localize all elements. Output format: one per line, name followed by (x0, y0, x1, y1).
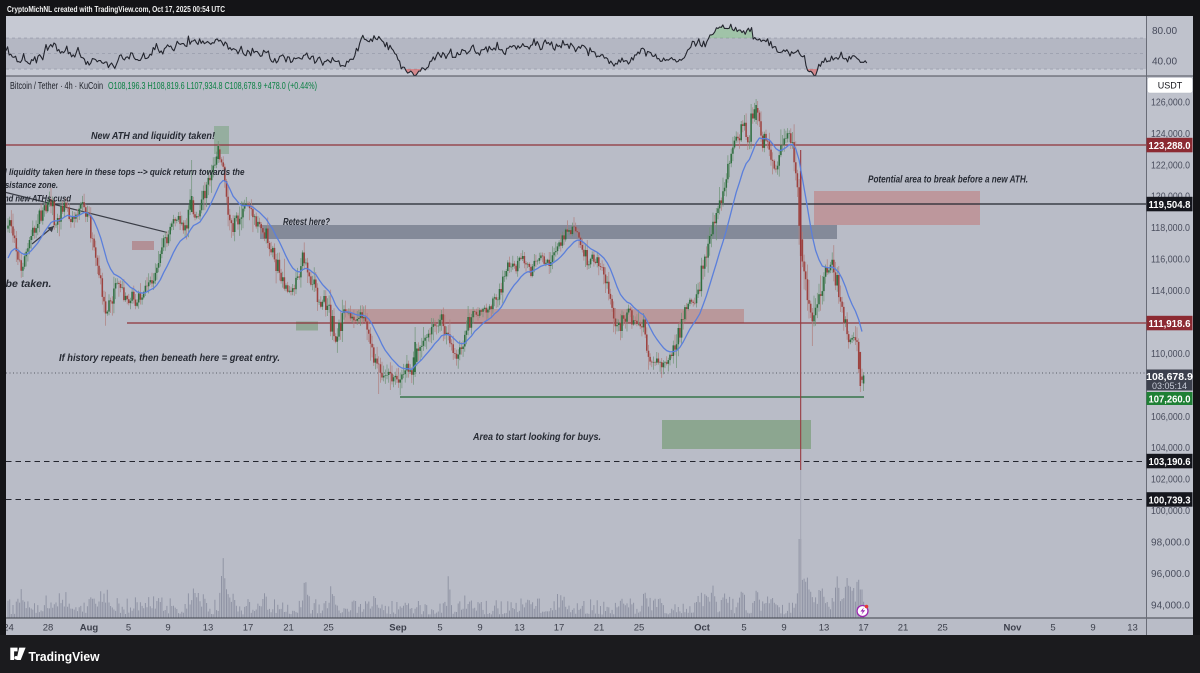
svg-text:102,000.0: 102,000.0 (1151, 475, 1190, 486)
svg-text:13: 13 (1127, 623, 1138, 634)
svg-text:80.00: 80.00 (1152, 26, 1177, 37)
svg-text:104,000.0: 104,000.0 (1151, 443, 1190, 454)
svg-text:Sep: Sep (389, 623, 407, 634)
svg-text:O108,196.3 H108,819.6 L107,9: O108,196.3 H108,819.6 L107,934.8 C108,67… (108, 81, 317, 92)
svg-text:28: 28 (43, 623, 54, 634)
svg-text:17: 17 (554, 623, 565, 634)
svg-text:13: 13 (514, 623, 525, 634)
svg-text:13: 13 (819, 623, 830, 634)
svg-text:9: 9 (477, 623, 482, 634)
svg-text:5: 5 (741, 623, 746, 634)
svg-text:5: 5 (1050, 623, 1055, 634)
svg-text:sistance zone.: sistance zone. (5, 180, 58, 191)
svg-text:111,918.6: 111,918.6 (1149, 318, 1191, 330)
svg-text:25: 25 (634, 623, 645, 634)
svg-text:21: 21 (594, 623, 605, 634)
svg-text:New ATH and liquidity taken!: New ATH and liquidity taken! (91, 131, 216, 142)
svg-text:106,000.0: 106,000.0 (1151, 412, 1190, 423)
svg-text:CryptoMichNL created with Trad: CryptoMichNL created with TradingView.co… (7, 5, 225, 14)
svg-text:118,000.0: 118,000.0 (1151, 223, 1190, 234)
svg-text:Aug: Aug (80, 623, 99, 634)
svg-text:9: 9 (165, 623, 170, 634)
svg-text:124,000.0: 124,000.0 (1151, 129, 1190, 140)
svg-text:21: 21 (898, 623, 909, 634)
svg-text:Bitcoin / Tether · 4h · KuCoin: Bitcoin / Tether · 4h · KuCoin (10, 81, 103, 92)
svg-text:nd new ATHs.cusd: nd new ATHs.cusd (4, 194, 71, 205)
svg-text:17: 17 (243, 623, 254, 634)
svg-text:94,000.0: 94,000.0 (1151, 600, 1190, 611)
svg-text:be taken.: be taken. (6, 279, 52, 290)
svg-text:03:05:14: 03:05:14 (1152, 381, 1187, 391)
svg-text:110,000.0: 110,000.0 (1151, 349, 1190, 360)
svg-text:Potential area to break before: Potential area to break before a new ATH… (868, 175, 1028, 186)
svg-text:114,000.0: 114,000.0 (1151, 286, 1190, 297)
svg-text:122,000.0: 122,000.0 (1151, 160, 1190, 171)
svg-text:21: 21 (283, 623, 294, 634)
svg-text:116,000.0: 116,000.0 (1151, 255, 1190, 266)
svg-text:100,000.0: 100,000.0 (1151, 506, 1190, 517)
svg-text:5: 5 (437, 623, 442, 634)
svg-text:Nov: Nov (1004, 623, 1023, 634)
svg-text:100,739.3: 100,739.3 (1149, 494, 1191, 506)
svg-text:17: 17 (858, 623, 869, 634)
svg-text:126,000.0: 126,000.0 (1151, 97, 1190, 108)
svg-text:123,288.0: 123,288.0 (1149, 140, 1191, 152)
svg-text:107,260.0: 107,260.0 (1149, 393, 1191, 405)
svg-text:103,190.6: 103,190.6 (1149, 456, 1191, 468)
svg-text:98,000.0: 98,000.0 (1151, 538, 1190, 549)
svg-text:13: 13 (203, 623, 214, 634)
svg-text:5: 5 (126, 623, 131, 634)
svg-text:108,678.9: 108,678.9 (1146, 371, 1193, 383)
svg-text:USDT: USDT (1158, 81, 1183, 91)
svg-text:9: 9 (781, 623, 786, 634)
svg-text:96,000.0: 96,000.0 (1151, 569, 1190, 580)
svg-text:25: 25 (323, 623, 334, 634)
svg-text:Area to start looking for buys: Area to start looking for buys. (472, 432, 601, 443)
svg-text:TradingView: TradingView (29, 649, 101, 664)
svg-text:Retest here?: Retest here? (283, 217, 330, 228)
svg-text:24: 24 (3, 623, 14, 634)
svg-text:9: 9 (1090, 623, 1095, 634)
svg-text:119,504.8: 119,504.8 (1149, 199, 1191, 211)
svg-text:l liquidity taken here in thes: l liquidity taken here in these tops -->… (5, 167, 246, 178)
svg-text:40.00: 40.00 (1152, 57, 1177, 68)
svg-text:Oct: Oct (694, 623, 711, 634)
svg-text:If history repeats, then benea: If history repeats, then beneath here = … (59, 353, 280, 364)
svg-text:25: 25 (937, 623, 948, 634)
